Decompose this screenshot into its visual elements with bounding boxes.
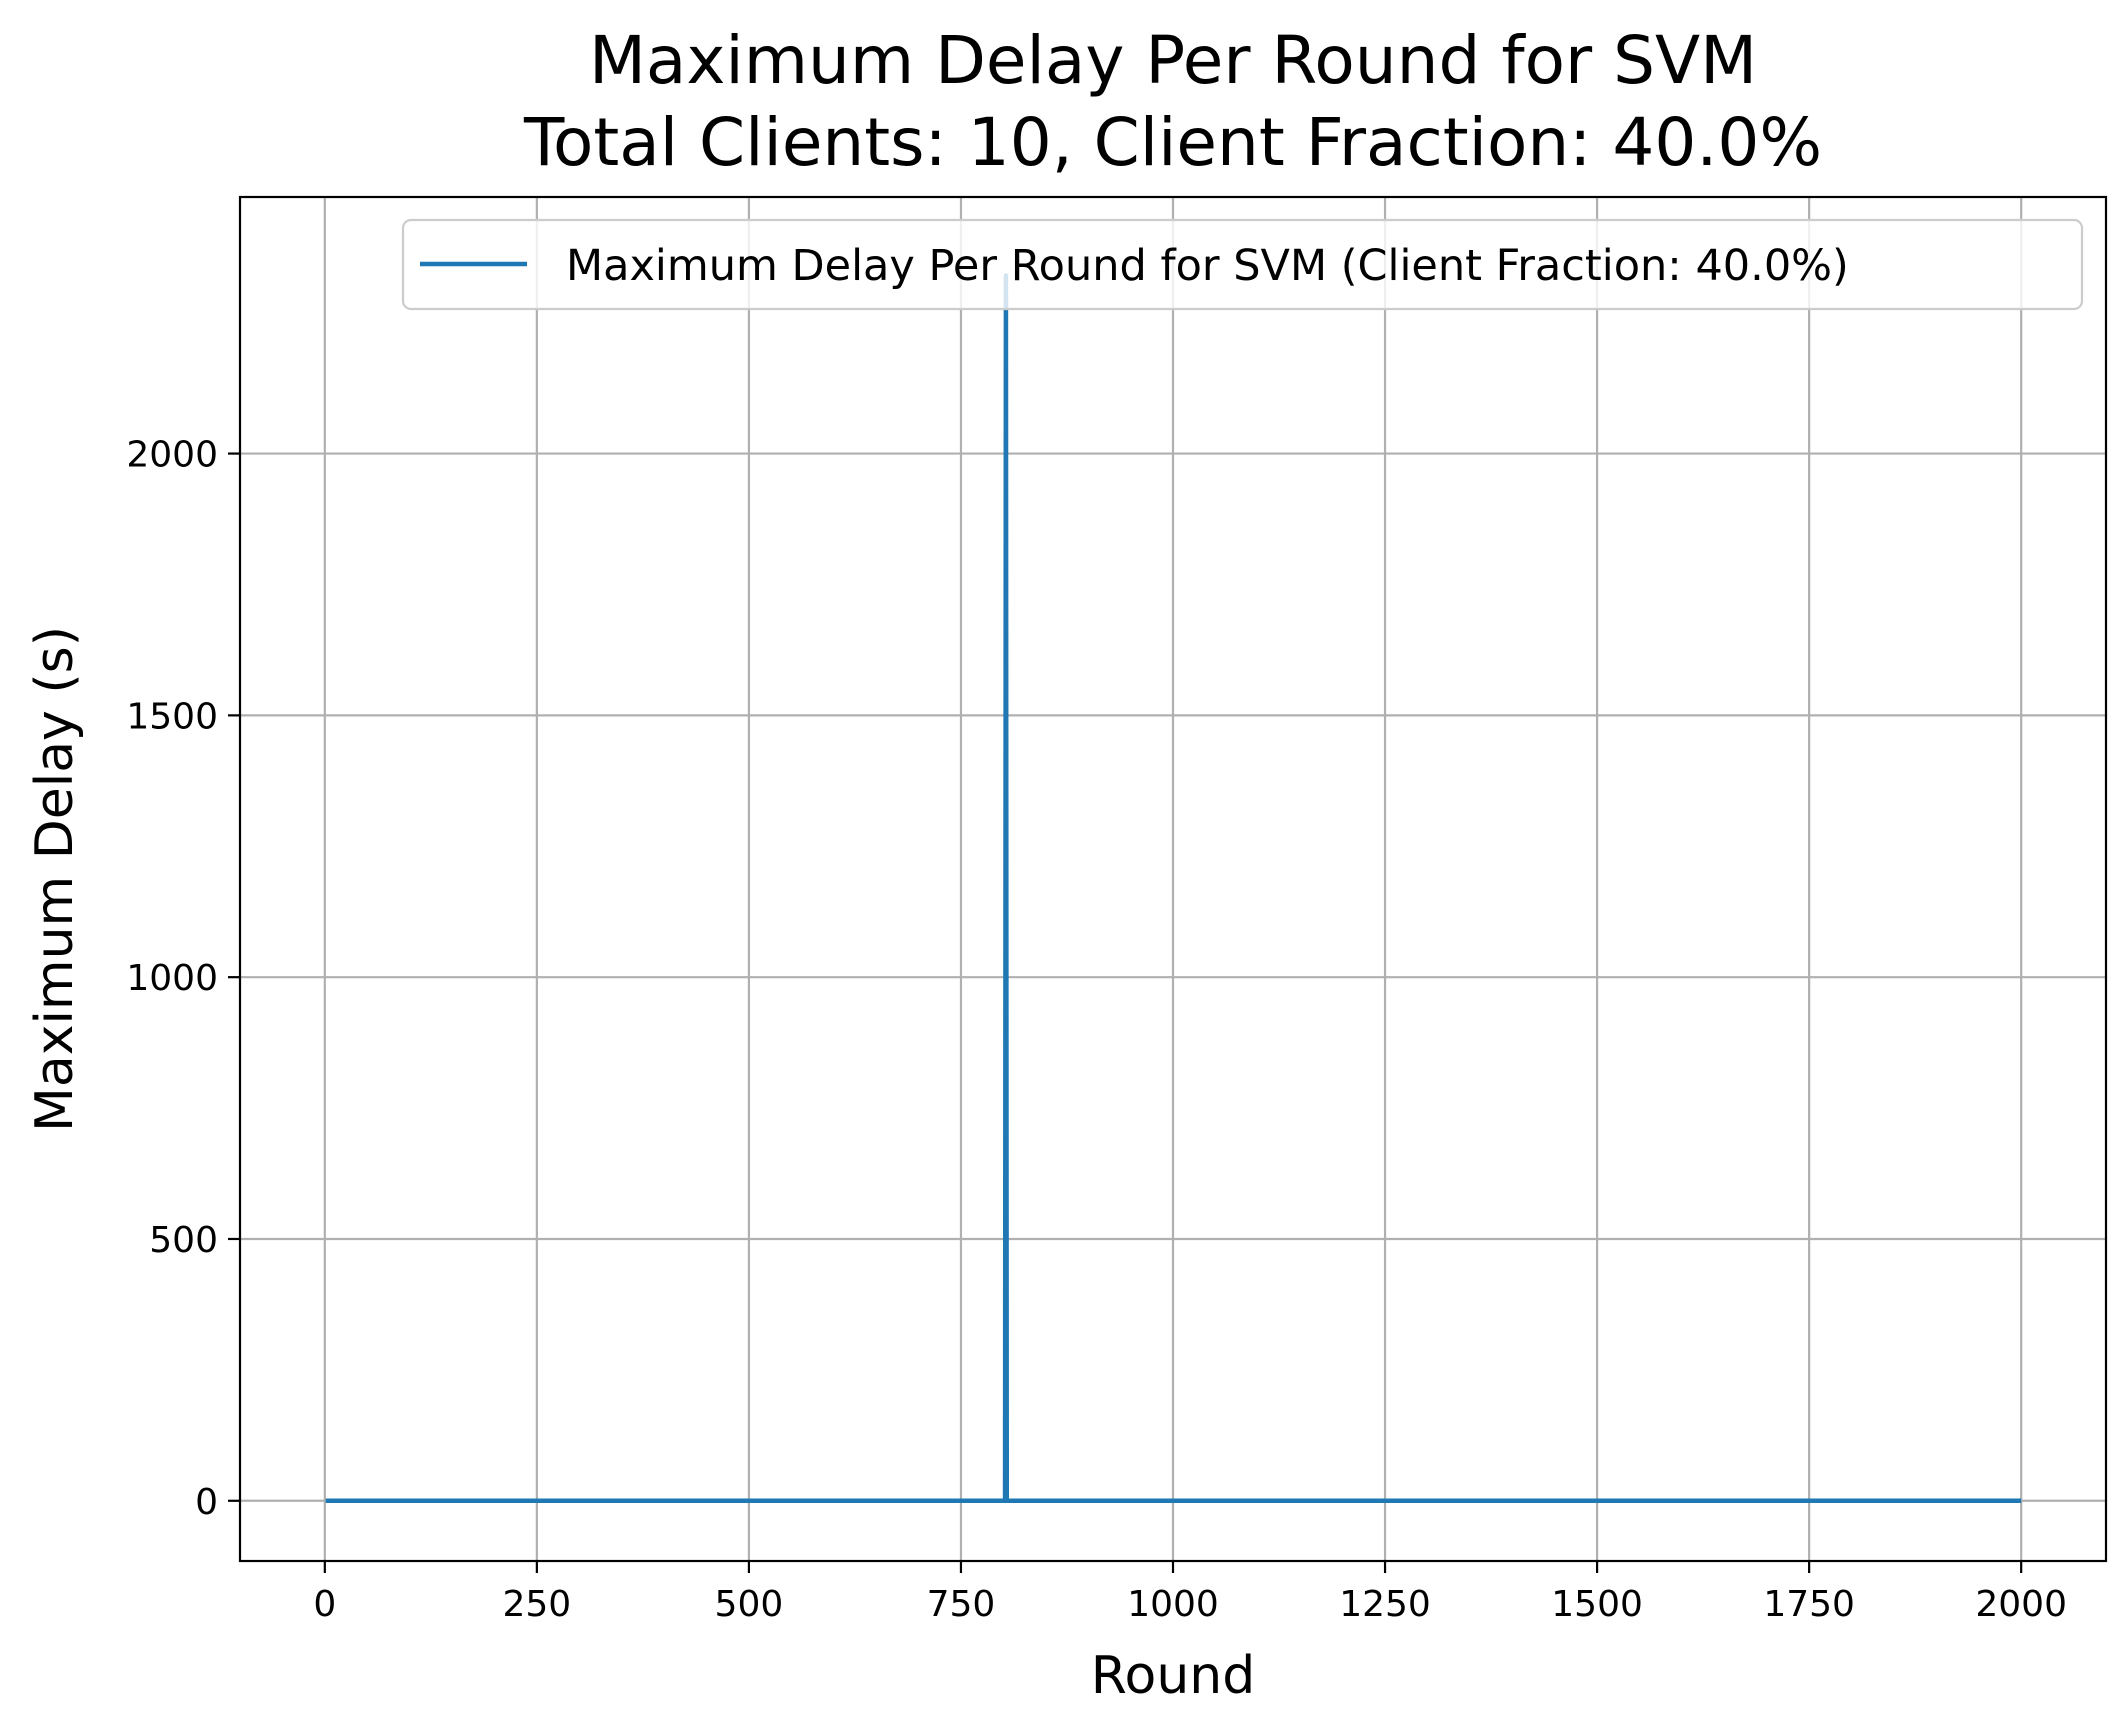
y-tick-label: 0 [195,1482,218,1523]
legend-box [401,218,2084,311]
legend: Maximum Delay Per Round for SVM (Client … [401,218,2084,311]
x-tick-label: 2000 [1975,1584,2067,1625]
x-tick-label: 1750 [1763,1584,1855,1625]
chart-title-line-2: Total Clients: 10, Client Fraction: 40.0… [523,104,1822,181]
y-tick-label: 1500 [126,696,218,737]
x-tick-label: 500 [715,1584,784,1625]
axes-frame [238,195,2108,1563]
y-tick-label: 2000 [126,435,218,476]
chart-title-line-1: Maximum Delay Per Round for SVM [589,22,1757,99]
x-tick-label: 1000 [1127,1584,1219,1625]
y-tick-label: 1000 [126,958,218,999]
legend-series-label: Maximum Delay Per Round for SVM (Client … [566,241,1849,291]
axis-ticks: 0 250 500 750 1000 1250 1500 1750 2000 0 500 1000 15… [126,435,2067,1625]
x-tick-label: 750 [927,1584,996,1625]
x-axis-label: Round [1091,1646,1256,1706]
y-axis-label: Maximum Delay (s) [25,626,85,1132]
x-tick-label: 0 [313,1584,336,1625]
y-tick-label: 500 [149,1220,218,1261]
x-tick-label: 1500 [1551,1584,1643,1625]
x-tick-label: 250 [503,1584,572,1625]
x-tick-label: 1250 [1339,1584,1431,1625]
